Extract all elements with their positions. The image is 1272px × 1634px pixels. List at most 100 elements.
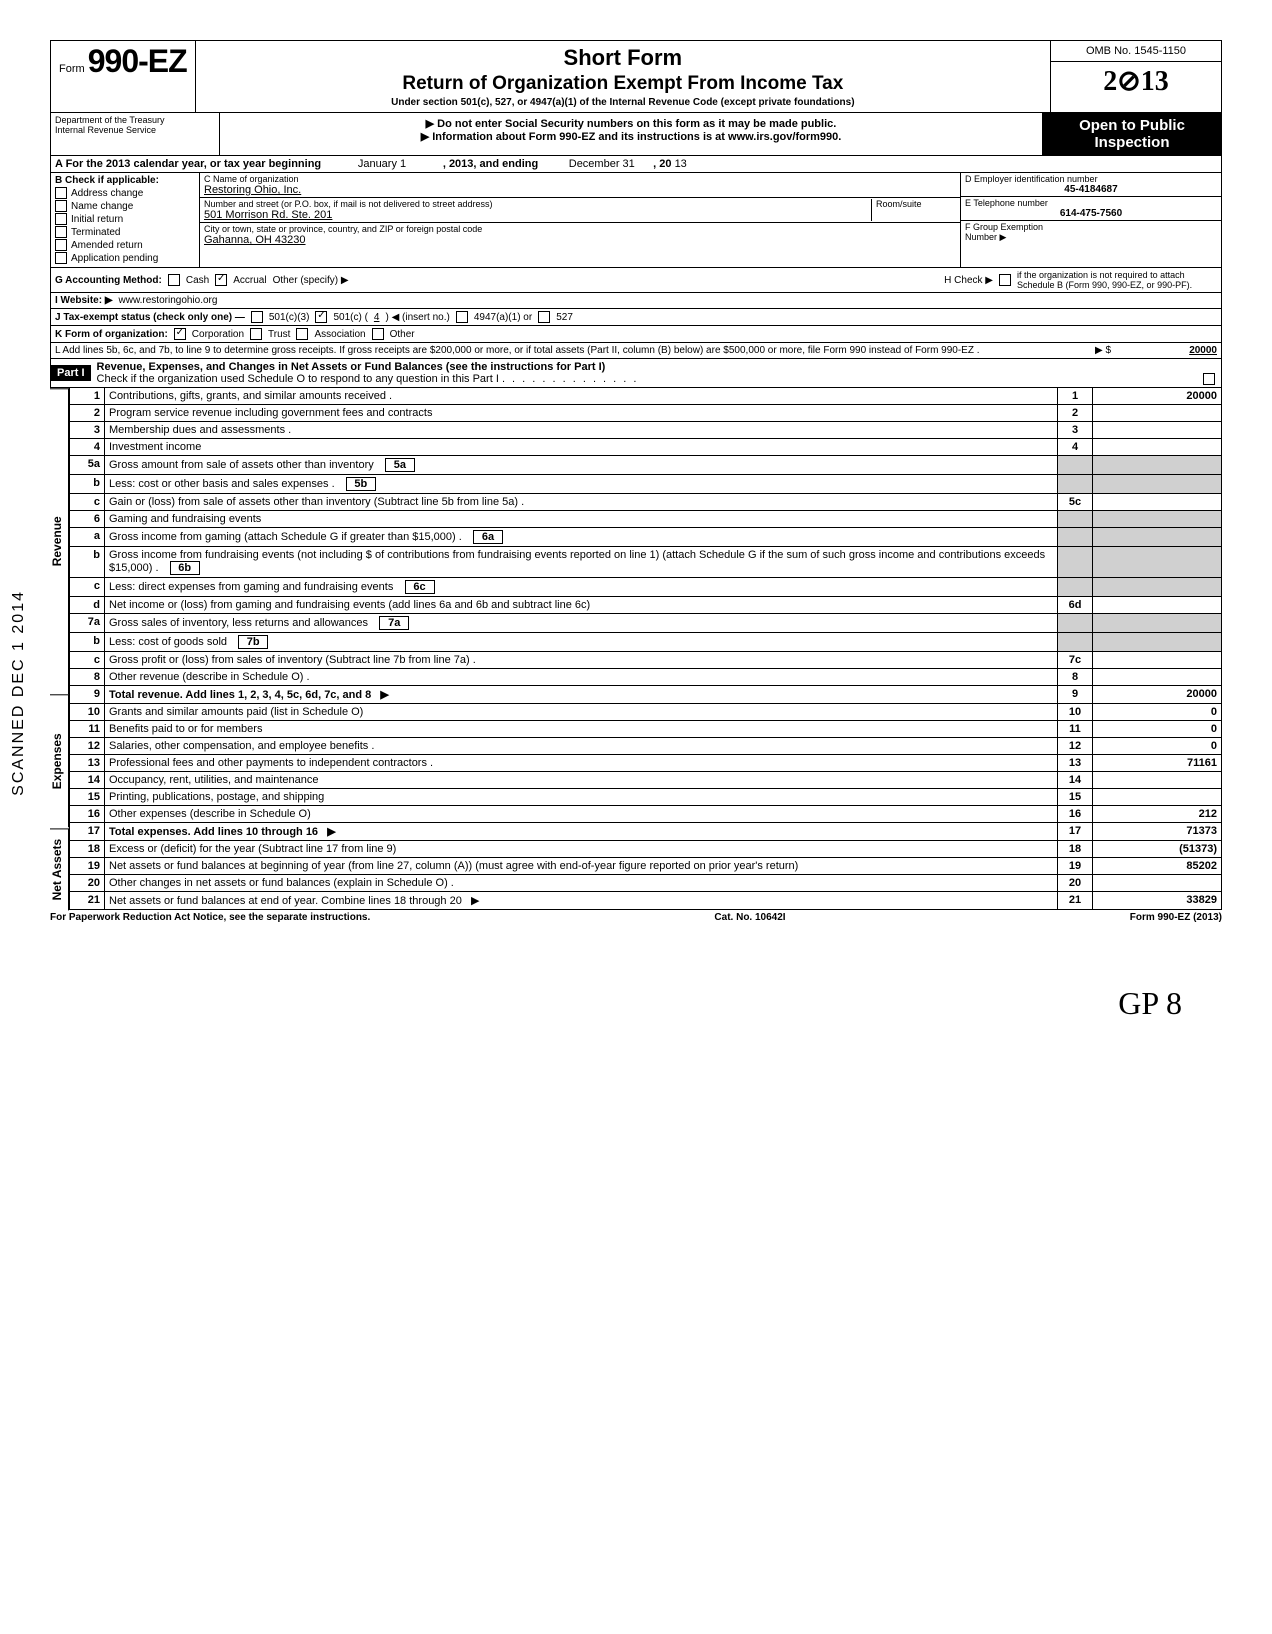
line-row: 8Other revenue (describe in Schedule O) … — [70, 669, 1222, 686]
cb-assoc[interactable] — [296, 328, 308, 340]
year-box: 2⊘13 — [1051, 62, 1221, 100]
line-row: 20Other changes in net assets or fund ba… — [70, 875, 1222, 892]
ein: 45-4184687 — [965, 184, 1217, 195]
line-row: 13Professional fees and other payments t… — [70, 755, 1222, 772]
revenue-label: Revenue — [50, 388, 69, 694]
street: 501 Morrison Rd. Ste. 201 — [204, 209, 871, 221]
line-a-end: December 31 — [569, 158, 635, 170]
lines-table: 1Contributions, gifts, grants, and simil… — [69, 388, 1222, 910]
footer-form: Form 990-EZ (2013) — [1130, 912, 1222, 923]
line-row: 16Other expenses (describe in Schedule O… — [70, 806, 1222, 823]
cb-terminated[interactable]: Terminated — [55, 226, 195, 238]
line-row: 11Benefits paid to or for members110 — [70, 721, 1222, 738]
line-row: bLess: cost of goods sold 7b — [70, 633, 1222, 652]
line-row: dNet income or (loss) from gaming and fu… — [70, 597, 1222, 614]
i-label: I Website: ▶ — [55, 295, 113, 306]
line-row: bLess: cost or other basis and sales exp… — [70, 475, 1222, 494]
section-l: L Add lines 5b, 6c, and 7b, to line 9 to… — [50, 343, 1222, 359]
part1-title: Revenue, Expenses, and Changes in Net As… — [97, 361, 606, 373]
cb-501c[interactable] — [315, 311, 327, 323]
l-arrow: ▶ $ — [1095, 345, 1111, 356]
k-label: K Form of organization: — [55, 329, 168, 340]
cb-501c3[interactable] — [251, 311, 263, 323]
cb-other[interactable] — [372, 328, 384, 340]
cb-cash[interactable] — [168, 274, 180, 286]
cb-accrual[interactable] — [215, 274, 227, 286]
b-label: B Check if applicable: — [55, 175, 159, 186]
cb-amended[interactable]: Amended return — [55, 239, 195, 251]
netassets-label: Net Assets — [50, 828, 69, 910]
cat-no: Cat. No. 10642I — [714, 912, 785, 923]
open-public: Open to Public Inspection — [1042, 113, 1221, 155]
line-row: 21Net assets or fund balances at end of … — [70, 892, 1222, 910]
cb-address[interactable]: Address change — [55, 187, 195, 199]
f-number: Number ▶ — [965, 232, 1217, 243]
under-section: Under section 501(c), 527, or 4947(a)(1)… — [200, 97, 1046, 108]
cb-trust[interactable] — [250, 328, 262, 340]
j-insert: ) ◀ (insert no.) — [385, 312, 449, 323]
expenses-label: Expenses — [50, 694, 69, 827]
line-a-year: 13 — [675, 158, 687, 170]
city-label: City or town, state or province, country… — [204, 224, 956, 234]
cb-527[interactable] — [538, 311, 550, 323]
cb-pending[interactable]: Application pending — [55, 252, 195, 264]
dept-treasury: Department of the Treasury — [55, 115, 215, 125]
dept-box: Department of the Treasury Internal Reve… — [51, 113, 220, 155]
section-g: G Accounting Method: Cash Accrual Other … — [50, 268, 1222, 293]
line-a-begin: January 1 — [358, 158, 406, 170]
line-a-suffix: , 20 — [653, 158, 671, 170]
omb-number: OMB No. 1545-1150 — [1051, 41, 1221, 62]
line-row: 3Membership dues and assessments .3 — [70, 422, 1222, 439]
h-label: H Check ▶ — [944, 275, 993, 286]
section-k: K Form of organization: Corporation Trus… — [50, 326, 1222, 343]
short-form-title: Short Form — [200, 45, 1046, 71]
section-b: B Check if applicable: Address change Na… — [51, 173, 200, 267]
line-row: bGross income from fundraising events (n… — [70, 547, 1222, 578]
line-row: cGross profit or (loss) from sales of in… — [70, 652, 1222, 669]
line-row: 7aGross sales of inventory, less returns… — [70, 614, 1222, 633]
header-row: Form 990-EZ Short Form Return of Organiz… — [50, 40, 1222, 113]
g-other: Other (specify) ▶ — [273, 275, 349, 286]
footer: For Paperwork Reduction Act Notice, see … — [50, 910, 1222, 925]
line-row: 4Investment income4 — [70, 439, 1222, 456]
line-a-prefix: A For the 2013 calendar year, or tax yea… — [55, 158, 321, 170]
part1-header: Part I Revenue, Expenses, and Changes in… — [50, 359, 1222, 388]
l-text: L Add lines 5b, 6c, and 7b, to line 9 to… — [55, 345, 1089, 356]
org-name: Restoring Ohio, Inc. — [204, 184, 956, 196]
j-label: J Tax-exempt status (check only one) — — [55, 312, 245, 323]
line-row: 9Total revenue. Add lines 1, 2, 3, 4, 5c… — [70, 686, 1222, 704]
return-title: Return of Organization Exempt From Incom… — [200, 73, 1046, 95]
cb-corp[interactable] — [174, 328, 186, 340]
line-row: 15Printing, publications, postage, and s… — [70, 789, 1222, 806]
e-label: E Telephone number — [965, 198, 1217, 208]
phone: 614-475-7560 — [965, 208, 1217, 219]
line-row: 19Net assets or fund balances at beginni… — [70, 858, 1222, 875]
part1-label: Part I — [51, 365, 91, 381]
cb-initial[interactable]: Initial return — [55, 213, 195, 225]
line-a-mid: , 2013, and ending — [443, 158, 538, 170]
street-label: Number and street (or P.O. box, if mail … — [204, 199, 871, 209]
cb-schedule-o[interactable] — [1203, 373, 1215, 385]
line-row: 12Salaries, other compensation, and empl… — [70, 738, 1222, 755]
cb-name[interactable]: Name change — [55, 200, 195, 212]
info-center: ▶ Do not enter Social Security numbers o… — [220, 113, 1042, 155]
line-a: A For the 2013 calendar year, or tax yea… — [50, 156, 1222, 173]
body-grid: Revenue Expenses Net Assets 1Contributio… — [50, 388, 1222, 910]
form-number: 990-EZ — [88, 43, 187, 79]
cb-4947[interactable] — [456, 311, 468, 323]
room-label: Room/suite — [876, 199, 956, 209]
part1-check-o: Check if the organization used Schedule … — [97, 373, 499, 385]
main-grid: B Check if applicable: Address change Na… — [50, 173, 1222, 268]
cb-h[interactable] — [999, 274, 1011, 286]
section-def: D Employer identification number 45-4184… — [960, 173, 1221, 267]
j-num: 4 — [374, 312, 380, 323]
line-row: 2Program service revenue including gover… — [70, 405, 1222, 422]
l-value: 20000 — [1117, 345, 1217, 356]
section-c: C Name of organization Restoring Ohio, I… — [200, 173, 960, 267]
irs-label: Internal Revenue Service — [55, 125, 215, 135]
c-label: C Name of organization — [204, 174, 956, 184]
scanned-stamp: SCANNED DEC 1 2014 — [10, 590, 28, 796]
section-j: J Tax-exempt status (check only one) — 5… — [50, 309, 1222, 326]
line-row: cGain or (loss) from sale of assets othe… — [70, 494, 1222, 511]
line-row: 6Gaming and fundraising events — [70, 511, 1222, 528]
